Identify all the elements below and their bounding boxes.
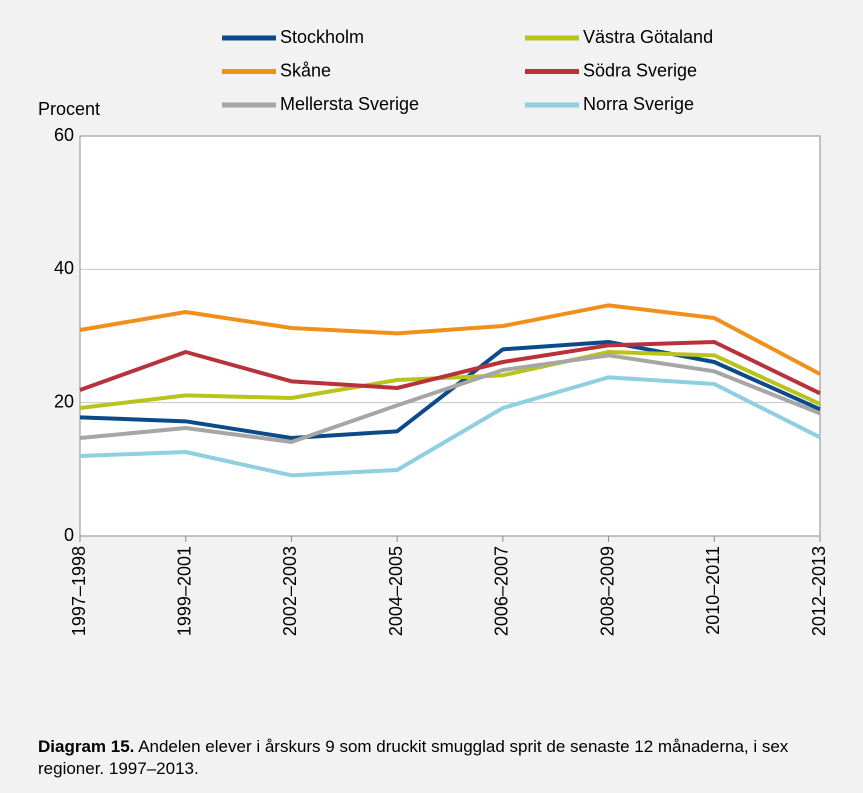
legend-label: Västra Götaland <box>583 27 713 47</box>
y-tick-label: 20 <box>54 391 74 411</box>
x-tick-label: 2008–2009 <box>597 546 617 636</box>
series-line <box>79 375 821 478</box>
plot-border <box>79 135 821 537</box>
caption: Diagram 15. Andelen elever i årskurs 9 s… <box>38 736 828 780</box>
caption-label: Diagram 15. <box>38 737 135 756</box>
x-tick-label: 2002–2003 <box>280 546 300 636</box>
x-tick-label: 1997–1998 <box>69 546 89 636</box>
series-line <box>79 350 821 410</box>
legend-label: Södra Sverige <box>583 60 697 80</box>
y-tick-label: 40 <box>54 258 74 278</box>
plot-area <box>80 136 820 536</box>
series-line <box>79 340 821 396</box>
series-line <box>79 353 821 444</box>
caption-text: Andelen elever i årskurs 9 som druckit s… <box>38 737 789 778</box>
x-tick-label: 1999–2001 <box>174 546 194 636</box>
x-tick-label: 2012–2013 <box>809 546 829 636</box>
legend-label: Stockholm <box>280 27 364 47</box>
series-line <box>79 340 821 440</box>
y-tick-label: 0 <box>64 525 74 545</box>
series-line <box>79 303 821 376</box>
chart: Procent 0 20 40 60 1997–1998 1999–2001 2002–20… <box>38 27 829 636</box>
legend-label: Norra Sverige <box>583 94 694 114</box>
y-tick-label: 60 <box>54 125 74 145</box>
legend-label: Mellersta Sverige <box>280 94 419 114</box>
y-axis-label: Procent <box>38 99 100 119</box>
legend-label: Skåne <box>280 60 331 80</box>
x-tick-label: 2006–2007 <box>492 546 512 636</box>
x-tick-label: 2004–2005 <box>386 546 406 636</box>
x-tick-label: 2010–2011 <box>703 546 723 635</box>
